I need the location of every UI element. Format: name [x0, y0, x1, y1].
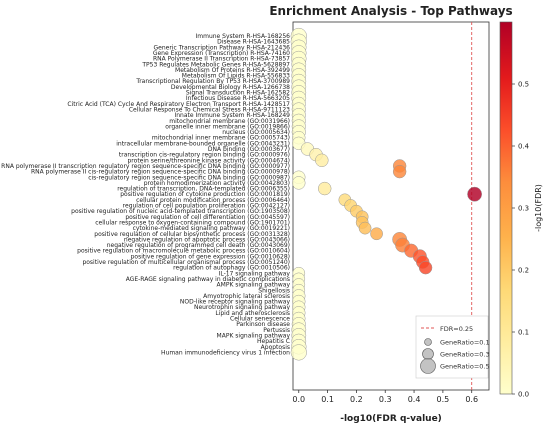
term-label: positive regulation of cytokine producti… [120, 191, 290, 198]
x-tick-label: 0.5 [437, 395, 450, 404]
pathway-point [358, 221, 372, 235]
x-tick-label: 0.4 [408, 395, 421, 404]
term-label: Metabolism Of Lipids R-HSA-556833 [182, 73, 290, 80]
term-label: Parkinson disease [236, 321, 290, 328]
legend-fdr-label: FDR=0.25 [440, 325, 473, 333]
term-label: AGE-RAGE signaling pathway in diabetic c… [126, 276, 290, 283]
term-label: MAPK signaling pathway [217, 332, 291, 339]
term-label: positive regulation of cell differentiat… [125, 214, 290, 221]
term-label: AMPK signaling pathway [217, 282, 291, 289]
term-label: Immune System R-HSA-168256 [195, 33, 290, 40]
term-label: DNA binding (GO:0003677) [208, 146, 290, 153]
term-label: RNA Polymerase II Transcription R-HSA-73… [153, 56, 290, 63]
colorbar-tick-label: 0.3 [518, 205, 529, 213]
pathway-point [290, 344, 307, 361]
term-label: Citric Acid (TCA) Cycle And Respiratory … [67, 101, 290, 108]
term-label: RNA polymerase II cis-regulatory region … [31, 169, 290, 176]
colorbar-tick-label: 0.0 [518, 391, 529, 399]
term-label: Pertussis [263, 327, 290, 334]
colorbar: 0.0 0.1 0.2 0.3 0.4 0.5 -log10(FDR) [499, 21, 543, 399]
term-label: regulation of cell population proliferat… [123, 203, 290, 210]
pathway-point [392, 164, 407, 179]
term-label: TP53 Regulates Metabolic Genes R-HSA-562… [141, 61, 290, 68]
x-axis-label: -log10(FDR q-value) [340, 414, 442, 424]
pathway-point [370, 227, 383, 241]
term-label: Transcriptional Regulation By TP53 R-HSA… [135, 78, 290, 85]
term-label: protein serine/threonine kinase activity… [128, 157, 291, 164]
term-label: positive regulation of cellular biosynth… [94, 231, 290, 238]
x-tick-label: 0.1 [321, 395, 334, 404]
term-label: cellular protein modification process (G… [136, 197, 290, 204]
colorbar-tick-label: 0.4 [518, 143, 530, 151]
term-label: Infectious Disease R-HSA-5663205 [186, 95, 290, 102]
size-legend-swatch [420, 358, 436, 374]
term-label: positive regulation of nucleic acid-temp… [71, 208, 290, 215]
term-label: NOD-like receptor signaling pathway [180, 299, 291, 306]
term-label: positive regulation of macromolecule met… [77, 248, 290, 255]
term-label: Neurotrophin signaling pathway [194, 304, 290, 311]
term-label: intracellular membrane-bounded organelle… [116, 140, 290, 147]
term-label: Cellular Response To Chemical Stress R-H… [129, 106, 290, 113]
term-label: regulation of transcription, DNA-templat… [117, 186, 290, 193]
term-label: Amyotrophic lateral sclerosis [203, 293, 290, 300]
pathway-point [315, 153, 329, 168]
term-label: Disease R-HSA-1643685 [217, 39, 290, 46]
term-label: Developmental Biology R-HSA-1266738 [171, 84, 290, 91]
size-legend-label: GeneRatio=0.1 [440, 339, 490, 347]
term-label: protein homodimerization activity (GO:00… [144, 180, 290, 187]
size-legend-label: GeneRatio=0.5 [440, 363, 490, 371]
term-label: negative regulation of programmed cell d… [107, 242, 290, 249]
colorbar-gradient [499, 21, 513, 395]
size-legend-swatch [422, 348, 434, 360]
chart-title: Enrichment Analysis - Top Pathways [269, 4, 512, 18]
size-legend-label: GeneRatio=0.3 [440, 351, 490, 359]
colorbar-tick-label: 0.1 [518, 329, 529, 337]
term-label: organelle inner membrane (GO:0019866) [165, 123, 290, 130]
term-label: Shigellosis [258, 287, 290, 294]
size-legend-swatch [424, 338, 432, 346]
term-label: cis-regulatory region sequence-specific … [88, 174, 290, 181]
colorbar-tick-label: 0.2 [518, 267, 529, 275]
term-label: Metabolism Of Proteins R-HSA-392499 [175, 67, 290, 74]
pathway-point [292, 176, 306, 190]
colorbar-tick-label: 0.5 [518, 81, 529, 89]
term-label: Cellular senescence [230, 316, 290, 323]
term-label: cytokine-mediated signaling pathway (GO:… [133, 225, 290, 232]
pathway-point [418, 260, 433, 275]
x-tick-label: 0.3 [379, 395, 392, 404]
colorbar-label: -log10(FDR) [534, 184, 543, 232]
x-tick-label: 0.6 [465, 395, 478, 404]
term-label: positive regulation of gene expression (… [131, 253, 290, 260]
term-label: Apoptosis [261, 344, 290, 351]
pathway-point [318, 181, 332, 196]
term-label: Human immunodeficiency virus 1 infection [161, 349, 290, 356]
term-label: cellular response to oxygen-containing c… [95, 219, 290, 226]
term-label: transcription cis-regulatory region bind… [119, 152, 290, 159]
x-tick-label: 0.0 [292, 395, 305, 404]
term-label: IL-17 signaling pathway [219, 270, 291, 277]
term-label: Signal Transduction R-HSA-162582 [186, 90, 290, 97]
term-label: negative regulation of apoptotic process… [124, 236, 290, 243]
term-label: Innate Immune System R-HSA-168249 [174, 112, 290, 119]
term-label: Generic Transcription Pathway R-HSA-2124… [154, 44, 291, 51]
x-tick-label: 0.2 [350, 395, 363, 404]
term-label: nucleus (GO:0005634) [222, 129, 290, 136]
size-legend: FDR=0.25 GeneRatio=0.1 GeneRatio=0.3 GeneR… [415, 315, 490, 379]
pathway-point [467, 186, 482, 202]
term-label: Lipid and atherosclerosis [215, 310, 290, 317]
term-label: mitochondrial inner membrane (GO:0005743… [152, 135, 290, 142]
term-label: RNA polymerase II transcription regulato… [1, 163, 290, 170]
term-label: Gene Expression (Transcription) R-HSA-74… [153, 50, 290, 57]
term-label: Hepatitis C [257, 338, 290, 345]
term-label: mitochondrial membrane (GO:0031966) [169, 118, 290, 125]
term-label: regulation of autophagy (GO:0010506) [173, 265, 290, 272]
term-label: positive regulation of multicellular org… [82, 259, 290, 266]
